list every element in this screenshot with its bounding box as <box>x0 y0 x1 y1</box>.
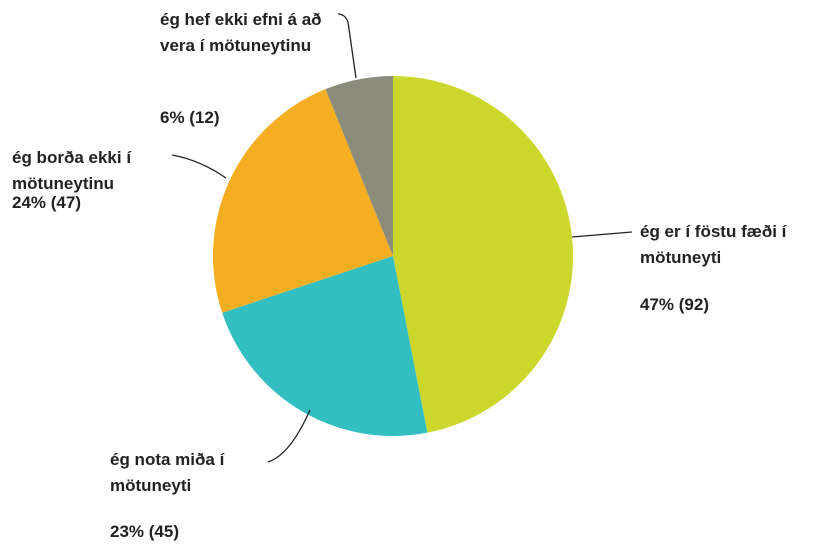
pie-slice <box>393 76 573 433</box>
pie-slice <box>222 256 428 436</box>
slice-label: ég nota miða í mötuneyti <box>110 450 225 495</box>
leader-line <box>267 409 311 463</box>
slice-label: ég borða ekki í mötuneytinu <box>12 148 132 193</box>
pie-slice <box>325 76 393 256</box>
value-label: 23% (45) <box>110 522 179 541</box>
value-label: 47% (92) <box>640 295 709 314</box>
slice-label: ég hef ekki efni á að vera í mötuneytinu <box>160 10 322 55</box>
slice-label: ég er í föstu fæði í mötuneyti <box>640 222 787 267</box>
value-label: 6% (12) <box>160 108 220 127</box>
pie-slice <box>213 89 393 313</box>
leader-line <box>337 13 357 79</box>
value-label: 24% (47) <box>12 193 81 212</box>
leader-line <box>571 231 633 238</box>
leader-line <box>171 154 227 179</box>
